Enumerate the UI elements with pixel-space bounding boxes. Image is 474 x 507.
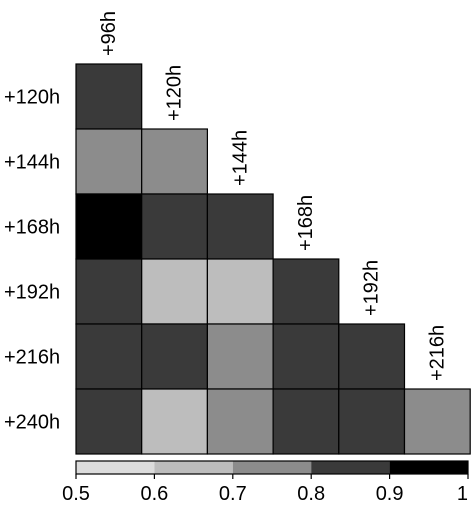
heatmap-cell <box>206 258 274 325</box>
colorbar-tick-label: 0.8 <box>297 483 325 505</box>
colorbar: 0.5 0.6 0.7 0.8 0.9 1 <box>62 460 469 505</box>
heatmap-cell <box>141 193 208 260</box>
row-label: +192h <box>4 282 60 304</box>
colorbar-tick-label: 0.6 <box>140 483 168 505</box>
column-label: +168h <box>295 195 317 251</box>
heatmap-cell <box>75 323 143 390</box>
row-label: +216h <box>4 347 60 369</box>
heatmap-cell <box>141 258 208 325</box>
heatmap-cell <box>206 193 274 260</box>
heatmap-cell <box>338 388 406 455</box>
heatmap-cell <box>141 128 208 195</box>
heatmap-cell <box>206 323 274 390</box>
heatmap-cell <box>272 388 340 455</box>
heatmap-cell <box>75 193 143 260</box>
heatmap-cells <box>75 63 471 455</box>
heatmap-cell <box>206 388 274 455</box>
colorbar-tick-label: 0.7 <box>219 483 247 505</box>
colorbar-segment <box>76 461 155 474</box>
heatmap-cell <box>75 128 143 195</box>
colorbar-tick-label: 0.5 <box>62 483 90 505</box>
heatmap-cell <box>141 388 208 455</box>
column-label: +96h <box>98 11 120 56</box>
heatmap-cell <box>75 258 143 325</box>
column-label: +120h <box>164 65 186 121</box>
row-label: +144h <box>4 152 60 174</box>
colorbar-tick-label: 1 <box>457 483 468 505</box>
heatmap-cell <box>75 388 143 455</box>
colorbar-segment <box>154 461 233 474</box>
row-labels: +120h +144h +168h +192h +216h +240h <box>4 87 60 434</box>
heatmap-cell <box>75 63 143 130</box>
colorbar-segment <box>232 461 312 474</box>
heatmap-cell <box>272 258 340 325</box>
row-label: +120h <box>4 87 60 109</box>
column-labels: +96h +120h +144h +168h +192h +216h <box>98 11 449 381</box>
column-label: +216h <box>426 325 448 381</box>
colorbar-frame <box>75 460 469 475</box>
column-label: +144h <box>229 130 251 186</box>
heatmap-cell <box>272 323 340 390</box>
heatmap-cell <box>141 323 208 390</box>
heatmap-cell <box>338 323 406 390</box>
colorbar-segment <box>311 461 390 474</box>
row-label: +168h <box>4 217 60 239</box>
column-label: +192h <box>361 260 383 316</box>
heatmap-cell <box>403 388 471 455</box>
colorbar-tick-label: 0.9 <box>376 483 404 505</box>
row-label: +240h <box>4 412 60 434</box>
colorbar-segment <box>389 461 468 474</box>
